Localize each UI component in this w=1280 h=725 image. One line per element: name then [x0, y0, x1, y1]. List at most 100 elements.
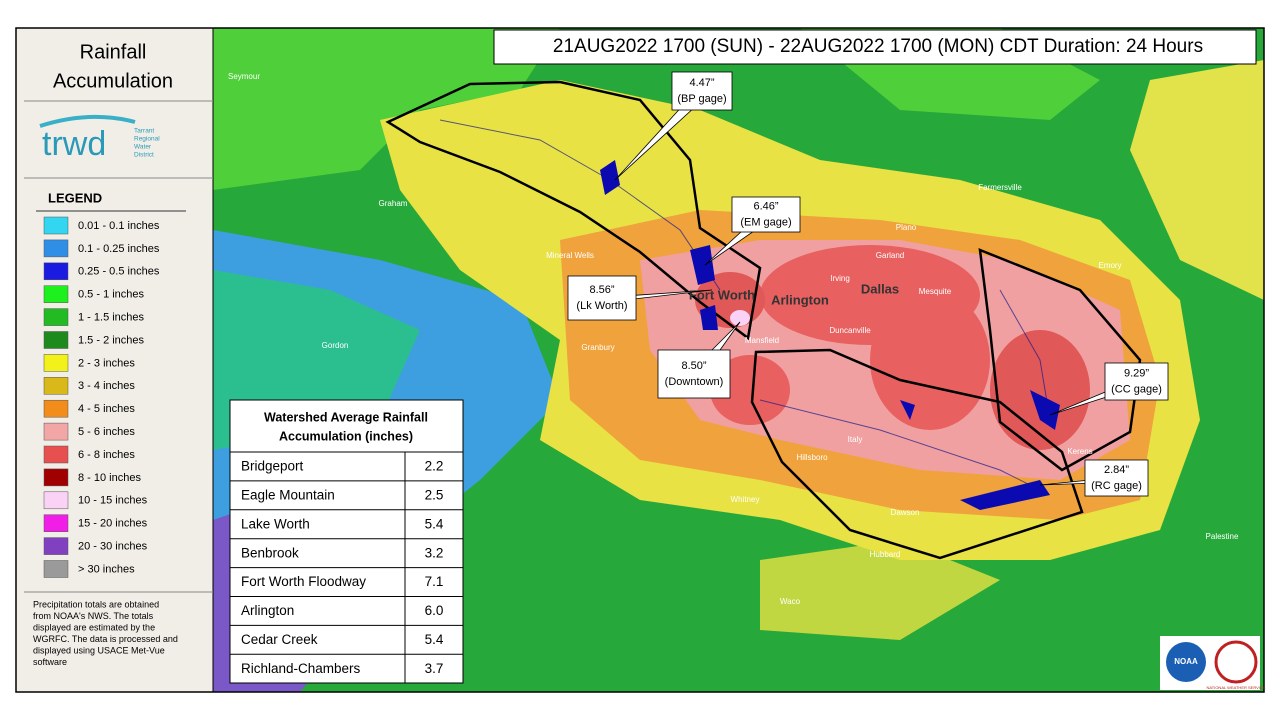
nws-text: NATIONAL WEATHER SERVICE	[1207, 685, 1266, 690]
note: WGRFC. The data is processed and	[33, 634, 178, 644]
sidebar-title: Accumulation	[53, 70, 173, 92]
callout-gage: (RC gage)	[1091, 480, 1142, 492]
place-label: Hubbard	[870, 550, 901, 559]
callout-box	[657, 349, 731, 399]
place-label: Mansfield	[745, 336, 779, 345]
logo-wave	[39, 114, 136, 128]
place-label: Italy	[848, 435, 863, 444]
callout-box	[671, 71, 733, 111]
place-label: Dallas	[861, 281, 899, 296]
legend-label: 2 - 3 inches	[78, 357, 135, 369]
callout-value: 8.50”	[681, 360, 706, 372]
logo-sub: Regional	[134, 136, 160, 143]
legend-swatch	[43, 216, 69, 235]
legend-label: 10 - 15 inches	[78, 495, 148, 507]
place-label: Plano	[896, 223, 917, 232]
callout-box	[1104, 362, 1169, 401]
legend-swatch	[43, 308, 69, 326]
callout-box	[567, 275, 637, 321]
table-value: 2.5	[425, 487, 444, 502]
table-title: Watershed Average Rainfall	[264, 410, 428, 424]
place-label: Arlington	[771, 292, 829, 307]
legend-swatch	[43, 468, 69, 487]
table-value: 3.7	[425, 661, 444, 676]
legend-swatch	[43, 445, 69, 464]
note: from NOAA's NWS. The totals	[33, 611, 154, 621]
place-label: Emory	[1098, 261, 1121, 270]
callout-value: 8.56”	[589, 284, 614, 296]
place-label: Granbury	[581, 343, 614, 352]
place-label: Mineral Wells	[546, 251, 594, 260]
legend-label: 8 - 10 inches	[78, 472, 141, 484]
legend-swatch	[43, 262, 69, 281]
legend-label: 0.01 - 0.1 inches	[78, 220, 160, 232]
place-label: Garland	[876, 251, 904, 260]
place-label: Irving	[830, 274, 850, 283]
place-label: Mesquite	[919, 287, 952, 296]
legend-label: 0.25 - 0.5 inches	[78, 266, 160, 278]
place-label: Seymour	[228, 72, 260, 81]
legend-swatch	[43, 399, 69, 418]
note: software	[33, 657, 67, 667]
legend-label: 1 - 1.5 inches	[78, 312, 145, 324]
legend-swatch	[43, 285, 69, 303]
nws-logo	[1214, 640, 1258, 684]
table-value: 7.1	[425, 574, 444, 589]
place-label: Farmersville	[978, 183, 1022, 192]
legend-label: 0.5 - 1 inches	[78, 289, 145, 301]
legend-swatch	[43, 560, 69, 578]
sidebar-title: Rainfall	[80, 41, 147, 63]
legend-swatch	[43, 422, 69, 441]
legend-label: 0.1 - 0.25 inches	[78, 243, 160, 255]
legend-label: 5 - 6 inches	[78, 426, 135, 438]
table-value: 5.4	[425, 632, 444, 647]
logo-sub: Water	[134, 144, 152, 151]
table-value: 3.2	[425, 545, 444, 560]
table-value: 6.0	[425, 603, 444, 618]
legend-title: LEGEND	[48, 190, 102, 205]
legend-swatch	[43, 537, 69, 555]
legend-swatch	[43, 377, 69, 395]
note: Precipitation totals are obtained	[33, 599, 159, 609]
table-value: 5.4	[425, 516, 444, 531]
legend-label: 4 - 5 inches	[78, 403, 135, 415]
callout-gage: (CC gage)	[1111, 383, 1162, 395]
callout-value: 9.29”	[1124, 367, 1149, 379]
place-label: Palestine	[1206, 532, 1239, 541]
frame	[15, 27, 1265, 693]
legend-swatch	[43, 331, 69, 349]
callout-box	[1084, 459, 1149, 497]
place-label: Kerens	[1067, 447, 1092, 456]
table-name: Benbrook	[241, 545, 299, 560]
place-label: Fort Worth	[689, 287, 755, 302]
legend-label: > 30 inches	[78, 563, 135, 575]
table-name: Fort Worth Floodway	[241, 574, 366, 589]
legend-label: 20 - 30 inches	[78, 541, 148, 553]
table-name: Bridgeport	[241, 459, 304, 474]
callout-value: 4.47”	[689, 77, 714, 89]
callout-gage: (BP gage)	[677, 93, 726, 105]
legend-label: 1.5 - 2 inches	[78, 334, 145, 346]
place-label: Gordon	[322, 341, 349, 350]
noaa-logo	[1166, 642, 1206, 682]
callout-gage: (Downtown)	[665, 376, 724, 388]
table-name: Arlington	[241, 603, 294, 618]
header-title: 21AUG2022 1700 (SUN) - 22AUG2022 1700 (M…	[553, 36, 1203, 57]
callout-value: 6.46”	[753, 200, 778, 212]
legend-label: 6 - 8 inches	[78, 449, 135, 461]
place-label: Duncanville	[829, 326, 871, 335]
table-title: Accumulation (inches)	[279, 429, 413, 443]
place-label: Graham	[379, 199, 408, 208]
table-name: Eagle Mountain	[241, 487, 335, 502]
callout-gage: (EM gage)	[740, 216, 791, 228]
logo-sub: Tarrant	[134, 128, 154, 135]
legend-label: 3 - 4 inches	[78, 380, 135, 392]
table	[229, 399, 464, 684]
logo-sub: District	[134, 152, 154, 159]
table-value: 2.2	[425, 459, 444, 474]
noaa-text: NOAA	[1174, 657, 1198, 666]
legend-label: 15 - 20 inches	[78, 518, 148, 530]
legend-swatch	[43, 239, 69, 258]
header-box	[493, 29, 1257, 65]
